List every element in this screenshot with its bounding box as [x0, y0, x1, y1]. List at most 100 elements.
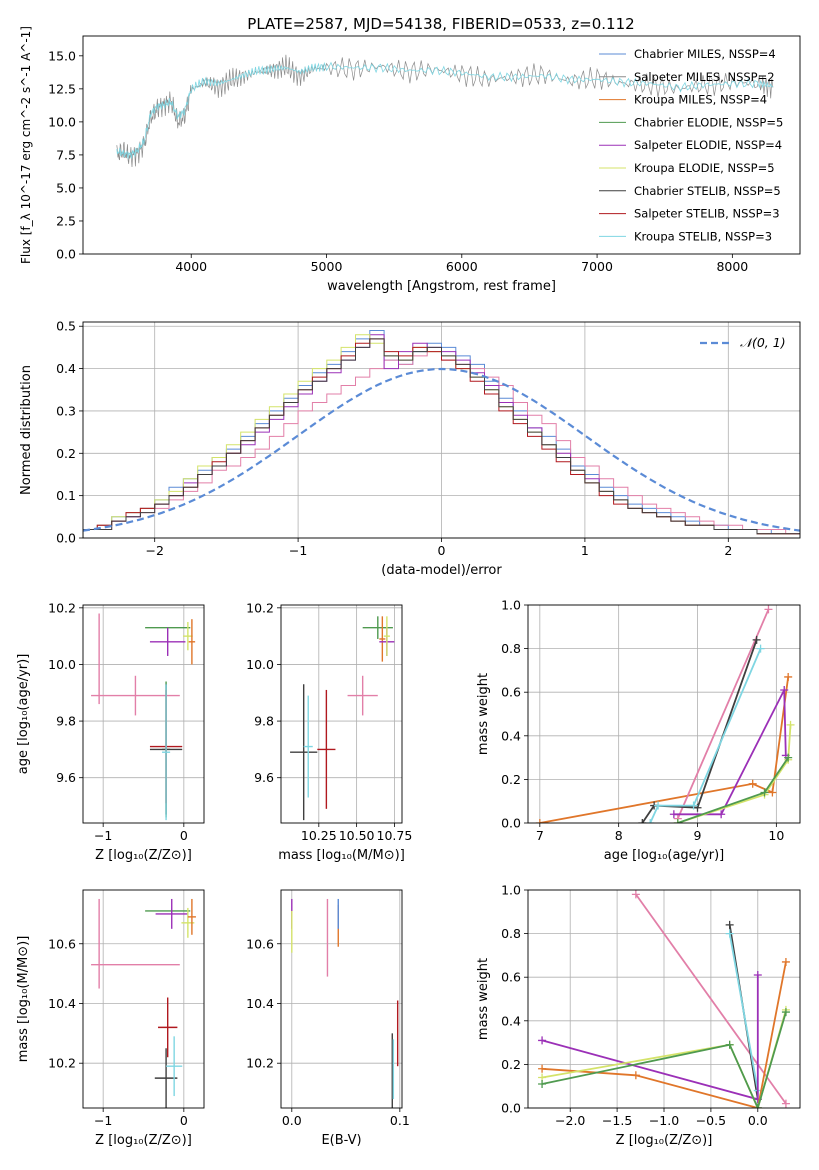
x-tick-label: 0.1 — [390, 1113, 410, 1128]
x-tick-label: −0.5 — [696, 1113, 726, 1128]
y-tick-label: 1.0 — [501, 598, 521, 613]
y-tick-label: 10.4 — [246, 996, 274, 1011]
legend-label: Salpeter ELODIE, NSSP=4 — [634, 138, 782, 152]
y-tick-label: 10.4 — [48, 996, 76, 1011]
y-tick-label: 7.5 — [56, 147, 76, 162]
y-tick-label: 10.6 — [48, 936, 76, 951]
data-point-marker — [784, 672, 793, 681]
axes-frame — [280, 604, 403, 824]
data-point-marker — [781, 1008, 790, 1017]
legend-label: 𝒩(0, 1) — [740, 335, 786, 350]
plot-area — [535, 605, 795, 823]
x-tick-label: 10.75 — [377, 828, 413, 843]
x-axis-label: wavelength [Angstrom, rest frame] — [327, 279, 556, 294]
panel-mass_vs_Z: −1 0 10.2 10.4 10.6 Z [log₁₀(Z/Z⊙)] mass [log₁… — [16, 889, 205, 1148]
legend-label: Chabrier ELODIE, NSSP=5 — [634, 115, 783, 129]
data-point-marker — [781, 1099, 790, 1108]
x-tick-label: 0.0 — [748, 1113, 768, 1128]
panel-age_vs_mass: 10.25 10.50 10.75 9.6 9.8 10.0 10.2 mass [log₁₀… — [246, 600, 412, 863]
y-tick-label: 0.0 — [56, 247, 76, 262]
data-point-marker — [786, 720, 795, 729]
normal-curve-line — [83, 367, 800, 532]
plot-area — [116, 54, 774, 168]
y-tick-label: 0.2 — [501, 772, 521, 787]
y-tick-label: 9.8 — [56, 714, 76, 729]
x-tick-label: 0 — [180, 1113, 188, 1128]
data-point-marker — [768, 788, 777, 797]
x-axis-label: E(B-V) — [321, 1133, 361, 1148]
y-tick-label: 9.6 — [56, 770, 76, 785]
x-axis-label: (data-model)/error — [381, 563, 502, 578]
legend-label: Salpeter STELIB, NSSP=3 — [634, 207, 780, 221]
legend-label: Kroupa ELODIE, NSSP=5 — [634, 161, 775, 175]
y-tick-label: 5.0 — [56, 180, 76, 195]
data-point-marker — [631, 1071, 640, 1080]
x-tick-label: 0 — [438, 543, 446, 558]
y-tick-label: 0.2 — [501, 1057, 521, 1072]
panel-mass_vs_ebv: 0.0 0.1 10.2 10.4 10.6 E(B-V) — [246, 889, 410, 1148]
data-point-marker — [784, 753, 793, 762]
y-axis-label: mass weight — [476, 958, 491, 1040]
legend-label: Chabrier MILES, NSSP=4 — [634, 47, 776, 61]
y-tick-label: 1.0 — [501, 883, 521, 898]
panel-residuals: 𝒩(0, 1) −2 −1 0 1 2 0.0 0.1 0.2 0.3 0.4 0.5 (data-mo… — [19, 319, 801, 578]
y-tick-label: 0.2 — [56, 446, 76, 461]
panel-weight_vs_age: 7 8 9 10 0.0 0.2 0.4 0.6 0.8 1.0 age [log₁₀(age/yr… — [476, 598, 801, 863]
legend-label: Salpeter MILES, NSSP=2 — [634, 70, 775, 84]
axes-frame — [82, 604, 205, 824]
axes-frame — [82, 889, 205, 1109]
y-axis-label: mass [log₁₀(M/M⊙)] — [16, 936, 31, 1063]
x-axis-label: Z [log₁₀(Z/Z⊙)] — [95, 1133, 192, 1148]
plot-area — [83, 330, 800, 538]
data-point-marker — [760, 788, 769, 797]
x-tick-label: −2.0 — [555, 1113, 585, 1128]
weight-series-line — [641, 639, 758, 823]
x-tick-label: 7000 — [581, 259, 613, 274]
y-axis-label: Normed distribution — [19, 365, 34, 495]
x-tick-label: 7 — [536, 828, 544, 843]
y-axis-label: Flux [f_λ 10^-17 erg cm^-2 s^-1 A^-1] — [19, 26, 33, 264]
data-point-marker — [753, 971, 762, 980]
x-axis-label: age [log₁₀(age/yr)] — [604, 848, 725, 863]
panel-spectrum: Chabrier MILES, NSSP=4 Salpeter MILES, NS… — [19, 26, 801, 294]
weight-series-line — [539, 676, 790, 823]
legend-label: Kroupa STELIB, NSSP=3 — [634, 229, 772, 243]
weight-series-line — [677, 724, 792, 823]
y-tick-label: 0.6 — [501, 685, 521, 700]
weight-series-line — [635, 893, 787, 1105]
y-tick-label: 10.0 — [48, 657, 76, 672]
y-tick-label: 0.0 — [501, 816, 521, 831]
spectrum-model-line — [116, 61, 774, 160]
x-tick-label: 8 — [615, 828, 623, 843]
plot-area — [91, 898, 196, 1108]
y-tick-label: 10.2 — [246, 1056, 274, 1071]
plot-area — [91, 613, 196, 821]
y-tick-label: 10.2 — [246, 600, 274, 615]
axes-frame — [280, 889, 403, 1109]
x-tick-label: 4000 — [175, 259, 207, 274]
y-tick-label: 10.2 — [48, 600, 76, 615]
x-tick-label: 0.0 — [282, 1113, 302, 1128]
y-tick-label: 0.3 — [56, 403, 76, 418]
y-tick-label: 0.4 — [501, 728, 521, 743]
data-point-marker — [752, 635, 761, 644]
data-point-marker — [689, 801, 698, 810]
data-point-marker — [538, 1064, 547, 1073]
data-point-marker — [538, 1080, 547, 1089]
x-tick-label: 6000 — [446, 259, 478, 274]
weight-series-line — [541, 1011, 787, 1108]
y-tick-label: 2.5 — [56, 213, 76, 228]
data-point-marker — [781, 957, 790, 966]
data-point-marker — [748, 779, 757, 788]
axes-frame — [82, 35, 801, 255]
x-tick-label: 10 — [768, 828, 784, 843]
data-point-marker — [756, 644, 765, 653]
legend-label: Kroupa MILES, NSSP=4 — [634, 93, 767, 107]
x-tick-label: −1.5 — [602, 1113, 632, 1128]
data-point-marker — [673, 819, 682, 823]
x-tick-label: −2 — [145, 543, 163, 558]
x-tick-label: 8000 — [716, 259, 748, 274]
panel-weight_vs_Z: −2.0 −1.5 −1.0 −0.5 0.0 0.0 0.2 0.4 0.6 0.8 1.0 Z [… — [476, 883, 801, 1148]
y-tick-label: 15.0 — [48, 48, 76, 63]
